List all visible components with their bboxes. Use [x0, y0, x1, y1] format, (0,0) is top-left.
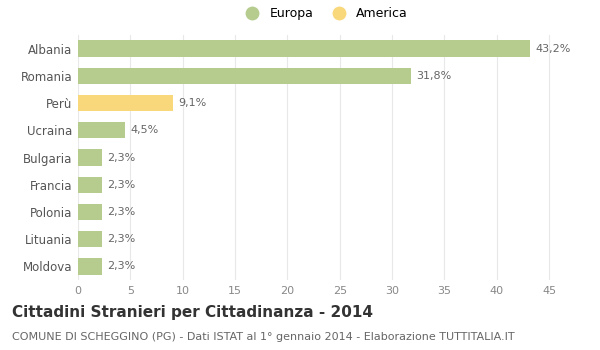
Text: Cittadini Stranieri per Cittadinanza - 2014: Cittadini Stranieri per Cittadinanza - 2… — [12, 304, 373, 320]
Bar — [78, 68, 411, 84]
Text: 2,3%: 2,3% — [107, 153, 136, 162]
Bar — [78, 231, 102, 247]
Bar — [78, 149, 102, 166]
Text: 2,3%: 2,3% — [107, 261, 136, 271]
Text: 9,1%: 9,1% — [178, 98, 207, 108]
Text: 43,2%: 43,2% — [535, 44, 571, 54]
Text: 31,8%: 31,8% — [416, 71, 451, 81]
Text: 2,3%: 2,3% — [107, 207, 136, 217]
Bar — [78, 95, 173, 111]
Text: 2,3%: 2,3% — [107, 180, 136, 190]
Bar — [78, 258, 102, 274]
Bar — [78, 122, 125, 139]
Text: 2,3%: 2,3% — [107, 234, 136, 244]
Text: 4,5%: 4,5% — [130, 125, 158, 135]
Bar — [78, 204, 102, 220]
Bar — [78, 41, 530, 57]
Text: COMUNE DI SCHEGGINO (PG) - Dati ISTAT al 1° gennaio 2014 - Elaborazione TUTTITAL: COMUNE DI SCHEGGINO (PG) - Dati ISTAT al… — [12, 332, 515, 343]
Legend: Europa, America: Europa, America — [236, 4, 412, 24]
Bar — [78, 176, 102, 193]
